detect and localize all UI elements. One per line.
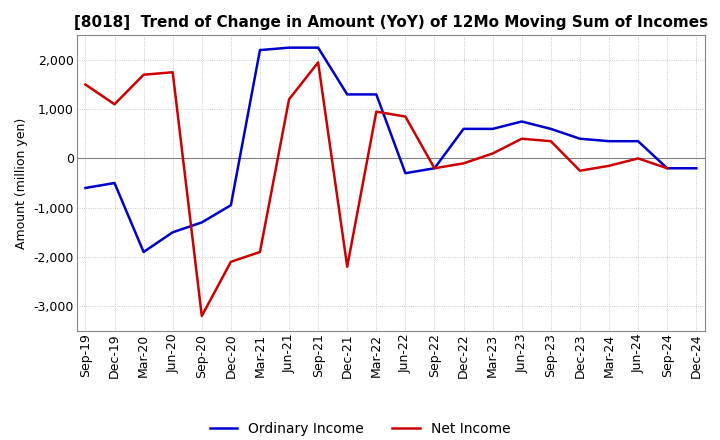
Ordinary Income [692, 165, 701, 171]
Net Income [343, 264, 351, 269]
Ordinary Income [575, 136, 584, 141]
Ordinary Income [314, 45, 323, 50]
Net Income [663, 165, 672, 171]
Ordinary Income [663, 165, 672, 171]
Net Income [459, 161, 468, 166]
Ordinary Income [343, 92, 351, 97]
Ordinary Income [197, 220, 206, 225]
Ordinary Income [488, 126, 497, 132]
Net Income [546, 139, 555, 144]
Ordinary Income [81, 185, 90, 191]
Y-axis label: Amount (million yen): Amount (million yen) [15, 117, 28, 249]
Ordinary Income [168, 230, 177, 235]
Net Income [605, 163, 613, 169]
Net Income [430, 165, 438, 171]
Ordinary Income [139, 249, 148, 255]
Net Income [401, 114, 410, 119]
Ordinary Income [110, 180, 119, 186]
Ordinary Income [284, 45, 293, 50]
Ordinary Income [605, 139, 613, 144]
Net Income [81, 82, 90, 87]
Ordinary Income [372, 92, 381, 97]
Legend: Ordinary Income, Net Income: Ordinary Income, Net Income [204, 417, 516, 440]
Net Income [518, 136, 526, 141]
Line: Ordinary Income: Ordinary Income [86, 48, 696, 252]
Net Income [575, 168, 584, 173]
Net Income [284, 97, 293, 102]
Net Income [168, 70, 177, 75]
Ordinary Income [634, 139, 642, 144]
Ordinary Income [459, 126, 468, 132]
Net Income [372, 109, 381, 114]
Net Income [314, 60, 323, 65]
Net Income [634, 156, 642, 161]
Net Income [488, 151, 497, 156]
Net Income [139, 72, 148, 77]
Ordinary Income [401, 171, 410, 176]
Title: [8018]  Trend of Change in Amount (YoY) of 12Mo Moving Sum of Incomes: [8018] Trend of Change in Amount (YoY) o… [73, 15, 708, 30]
Net Income [227, 259, 235, 264]
Ordinary Income [430, 165, 438, 171]
Ordinary Income [518, 119, 526, 124]
Net Income [197, 313, 206, 319]
Net Income [256, 249, 264, 255]
Ordinary Income [227, 202, 235, 208]
Net Income [110, 102, 119, 107]
Ordinary Income [256, 48, 264, 53]
Ordinary Income [546, 126, 555, 132]
Line: Net Income: Net Income [86, 62, 667, 316]
